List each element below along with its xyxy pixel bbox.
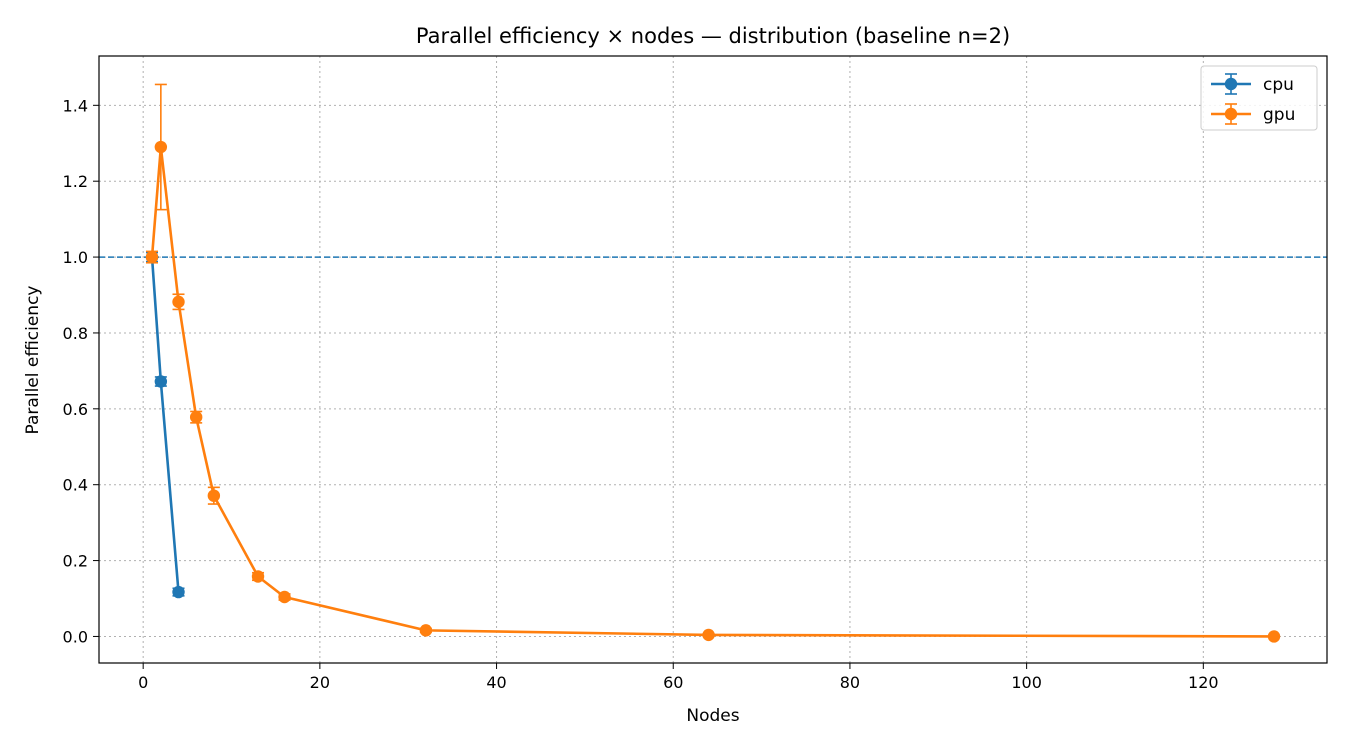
x-axis: 0 20 40 60 80 100 120 [138, 663, 1219, 692]
data-point [207, 489, 221, 502]
legend: cpu gpu [1200, 65, 1318, 131]
plot-frame [98, 55, 1328, 664]
x-axis-label: Nodes [686, 706, 739, 726]
legend-marker-gpu [1224, 107, 1238, 121]
series-layer [145, 83, 1281, 643]
chart-title: Parallel efficiency × nodes — distributi… [416, 24, 1010, 48]
x-tick-label: 60 [663, 673, 683, 692]
data-point [189, 410, 203, 424]
y-axis: 0.0 0.2 0.4 0.6 0.8 1.0 1.2 1.4 [63, 96, 99, 646]
data-point [278, 590, 291, 604]
x-tick-label: 40 [486, 673, 506, 692]
data-point [145, 250, 159, 264]
data-point [172, 585, 185, 599]
legend-label-gpu: gpu [1263, 105, 1295, 125]
y-tick-label: 0.6 [63, 400, 88, 419]
data-point [251, 570, 265, 583]
series-line-gpu [150, 145, 1274, 638]
legend-label-cpu: cpu [1263, 75, 1294, 95]
data-point [702, 628, 715, 642]
y-tick-label: 0.0 [63, 627, 88, 646]
grid [99, 56, 1327, 663]
data-point [154, 140, 168, 154]
data-point [172, 295, 185, 309]
x-tick-label: 0 [138, 673, 148, 692]
x-tick-label: 20 [310, 673, 330, 692]
series-gpu [145, 83, 1281, 643]
y-axis-label: Parallel efficiency [23, 286, 43, 435]
y-tick-label: 1.2 [63, 172, 88, 191]
y-tick-label: 0.2 [63, 552, 88, 571]
y-tick-label: 1.0 [63, 248, 88, 267]
data-point [419, 624, 433, 637]
y-tick-label: 0.4 [63, 476, 88, 495]
data-point [1267, 630, 1281, 643]
x-tick-label: 120 [1188, 673, 1219, 692]
y-tick-label: 1.4 [63, 96, 88, 115]
x-tick-label: 80 [840, 673, 860, 692]
legend-marker-cpu [1224, 77, 1238, 91]
legend-box [1200, 65, 1318, 131]
x-tick-label: 100 [1011, 673, 1042, 692]
y-tick-label: 0.8 [63, 324, 88, 343]
data-point [154, 375, 168, 388]
